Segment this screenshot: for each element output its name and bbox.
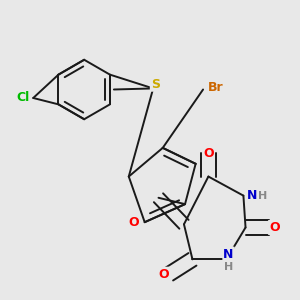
Text: N: N: [247, 189, 257, 202]
Text: O: O: [129, 216, 140, 229]
Text: S: S: [151, 78, 160, 91]
Text: Br: Br: [208, 81, 224, 94]
Text: Cl: Cl: [16, 92, 29, 104]
Text: O: O: [269, 221, 280, 234]
Text: H: H: [258, 190, 267, 201]
Text: N: N: [224, 248, 234, 260]
Text: O: O: [203, 147, 214, 160]
Text: H: H: [224, 262, 233, 272]
Text: O: O: [158, 268, 169, 281]
